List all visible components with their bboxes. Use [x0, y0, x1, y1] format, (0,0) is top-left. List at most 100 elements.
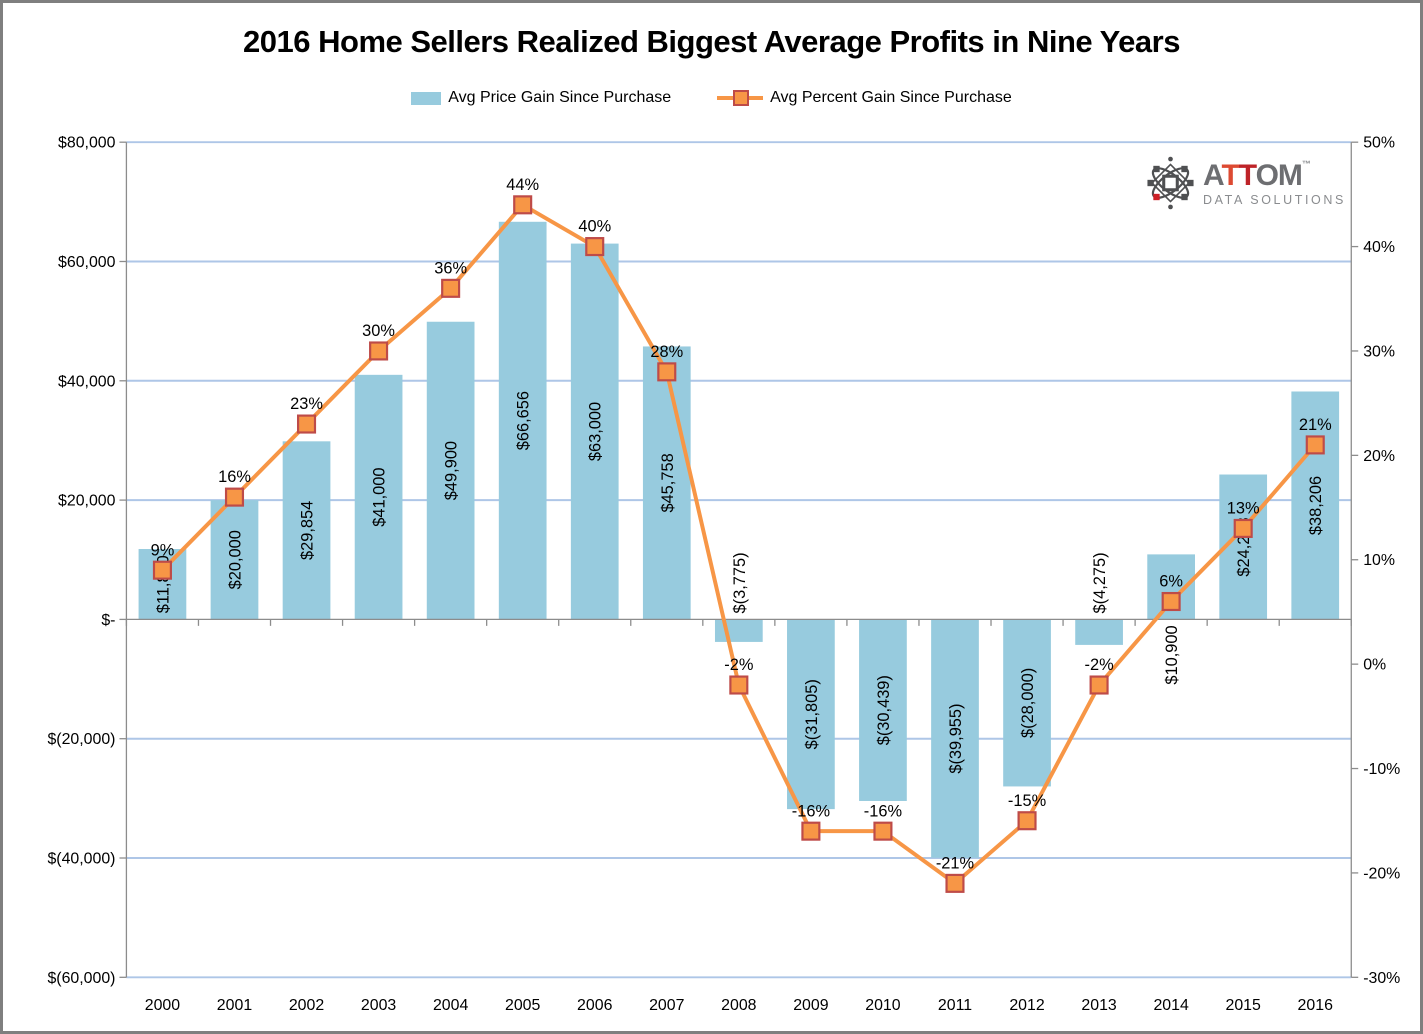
- x-axis-label-2000: 2000: [145, 997, 181, 1014]
- wordmark-om: OM: [1255, 158, 1303, 192]
- bar-2016: [1291, 391, 1340, 620]
- bar-label-2014: $10,900: [1163, 625, 1181, 684]
- marker-2009: [801, 821, 821, 841]
- chart-title: 2016 Home Sellers Realized Biggest Avera…: [243, 24, 1180, 59]
- bar-2008: [714, 619, 763, 642]
- marker-2000: [152, 560, 172, 580]
- x-axis-label-2002: 2002: [289, 997, 325, 1014]
- bar-2012: [1003, 619, 1051, 787]
- right-axis-label: 20%: [1363, 448, 1395, 465]
- percent-label-2010: -16%: [864, 802, 902, 820]
- wordmark-t1: T: [1221, 158, 1239, 192]
- legend-item-percent-gain: Avg Percent Gain Since Purchase: [717, 89, 1012, 107]
- bar-label-2009: $(31,805): [803, 679, 821, 749]
- bar-2004: [426, 321, 475, 620]
- percent-gain-line: [160, 202, 1318, 886]
- bar-label-2007: $45,758: [659, 453, 677, 512]
- bar-label-2001: $20,000: [226, 530, 244, 589]
- legend-line-marker-icon: [733, 90, 750, 106]
- right-axis-label: 50%: [1363, 135, 1395, 152]
- attom-logo: ATTOM™ DATA SOLUTIONS: [1147, 155, 1346, 211]
- marker-2003: [369, 341, 389, 361]
- bar-2002: [282, 441, 331, 620]
- marker-2013: [1089, 675, 1109, 695]
- legend-line-swatch: [717, 89, 764, 107]
- percent-label-2013: -2%: [1085, 656, 1114, 674]
- bar-label-2010: $(30,439): [875, 675, 893, 745]
- percent-label-2014: 6%: [1159, 573, 1183, 591]
- bar-2013: [1075, 619, 1123, 645]
- x-axis-label-2006: 2006: [577, 997, 613, 1014]
- marker-2004: [441, 278, 461, 298]
- bar-2003: [354, 374, 403, 620]
- percent-label-2016: 21%: [1299, 416, 1332, 434]
- bar-2005: [498, 221, 547, 620]
- x-axis-label-2010: 2010: [865, 997, 901, 1014]
- right-axis-label: -30%: [1363, 970, 1400, 987]
- bar-label-2008: $(3,775): [731, 552, 749, 613]
- bar-label-2006: $63,000: [587, 402, 605, 461]
- left-axis-label: $(40,000): [47, 850, 115, 867]
- right-axis-label: 30%: [1363, 343, 1395, 360]
- marker-2001: [224, 487, 245, 507]
- trademark-symbol: ™: [1301, 158, 1311, 169]
- marker-2008: [729, 675, 749, 695]
- percent-label-2008: -2%: [724, 656, 753, 674]
- x-axis-label-2013: 2013: [1081, 997, 1117, 1014]
- marker-2011: [945, 873, 965, 893]
- bar-2009: [787, 619, 835, 810]
- marker-2016: [1305, 435, 1325, 455]
- percent-label-2009: -16%: [792, 802, 830, 820]
- x-axis-label-2011: 2011: [938, 997, 972, 1014]
- attom-logo-text: ATTOM™ DATA SOLUTIONS: [1203, 158, 1346, 207]
- legend-bar-swatch: [411, 91, 442, 105]
- percent-label-2005: 44%: [506, 176, 539, 194]
- bar-label-2002: $29,854: [299, 501, 317, 560]
- left-axis-label: $(60,000): [47, 970, 115, 987]
- percent-label-2004: 36%: [434, 259, 467, 277]
- marker-2012: [1017, 811, 1037, 831]
- marker-2007: [657, 362, 677, 382]
- x-axis-label-2007: 2007: [649, 997, 685, 1014]
- bar-2001: [210, 500, 259, 620]
- marker-2015: [1233, 518, 1253, 538]
- right-axis-label: 10%: [1363, 552, 1395, 569]
- legend: Avg Price Gain Since Purchase Avg Percen…: [3, 89, 1420, 107]
- marker-2010: [873, 821, 893, 841]
- bar-label-2004: $49,900: [443, 441, 461, 500]
- percent-label-2012: -15%: [1008, 792, 1046, 810]
- legend-item-price-gain: Avg Price Gain Since Purchase: [411, 89, 671, 107]
- bar-label-2013: $(4,275): [1091, 552, 1109, 613]
- combo-chart: $80,000 $60,000 $40,000 $20,000 $- $(20,000) $…: [47, 135, 1400, 1014]
- bar-label-2016: $38,206: [1307, 476, 1325, 535]
- attom-wordmark: ATTOM™: [1203, 158, 1346, 192]
- percent-label-2000: 9%: [151, 541, 175, 559]
- x-axis-label-2004: 2004: [433, 997, 469, 1014]
- bar-label-2011: $(39,955): [947, 703, 965, 773]
- left-axis-label: $60,000: [58, 254, 116, 271]
- bar-2011: [931, 619, 979, 858]
- right-axis-label: 40%: [1363, 239, 1395, 256]
- bar-2006: [570, 243, 619, 620]
- x-axis-label-2003: 2003: [361, 997, 397, 1014]
- x-axis-label-2015: 2015: [1226, 997, 1262, 1014]
- wordmark-t2: T: [1238, 158, 1257, 192]
- percent-label-2006: 40%: [578, 218, 611, 236]
- bar-2010: [859, 619, 907, 801]
- left-axis-label: $(20,000): [47, 731, 115, 748]
- bar-label-2012: $(28,000): [1019, 668, 1037, 738]
- marker-2014: [1161, 591, 1181, 612]
- x-axis-label-2005: 2005: [505, 997, 541, 1014]
- marker-2005: [513, 195, 533, 215]
- left-axis-label: $40,000: [58, 373, 116, 390]
- x-axis-label-2008: 2008: [721, 997, 757, 1014]
- right-axis-label: 0%: [1363, 657, 1386, 674]
- right-axis-label: -20%: [1363, 865, 1400, 882]
- percent-label-2015: 13%: [1227, 500, 1260, 518]
- left-axis-label: $20,000: [58, 493, 116, 510]
- bar-label-2003: $41,000: [371, 467, 389, 526]
- x-axis-label-2016: 2016: [1298, 997, 1334, 1014]
- percent-label-2007: 28%: [650, 343, 683, 361]
- legend-label-percent-gain: Avg Percent Gain Since Purchase: [770, 89, 1012, 106]
